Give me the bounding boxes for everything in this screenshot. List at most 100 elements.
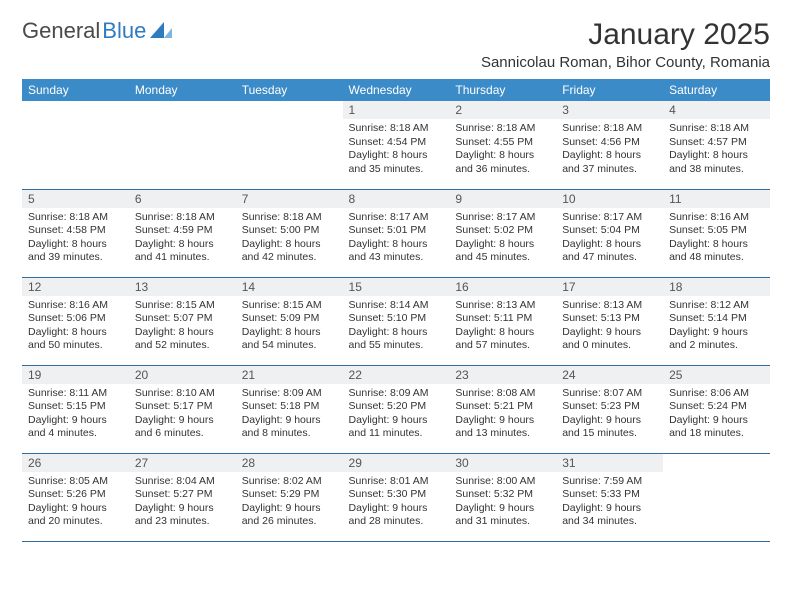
day-details: Sunrise: 8:18 AMSunset: 5:00 PMDaylight:… — [236, 208, 343, 270]
day-details: Sunrise: 8:16 AMSunset: 5:05 PMDaylight:… — [663, 208, 770, 270]
day-details: Sunrise: 8:17 AMSunset: 5:04 PMDaylight:… — [556, 208, 663, 270]
sunset-text: Sunset: 4:56 PM — [562, 136, 657, 150]
sunset-text: Sunset: 5:04 PM — [562, 224, 657, 238]
sunrise-text: Sunrise: 8:18 AM — [455, 122, 550, 136]
daylight-text: Daylight: 8 hours and 37 minutes. — [562, 149, 657, 176]
sunset-text: Sunset: 5:01 PM — [349, 224, 444, 238]
day-number: 31 — [556, 454, 663, 472]
month-title: January 2025 — [481, 18, 770, 52]
day-number: 28 — [236, 454, 343, 472]
calendar-day-cell: 22Sunrise: 8:09 AMSunset: 5:20 PMDayligh… — [343, 365, 450, 453]
daylight-text: Daylight: 9 hours and 28 minutes. — [349, 502, 444, 529]
sunrise-text: Sunrise: 8:00 AM — [455, 475, 550, 489]
sunrise-text: Sunrise: 8:09 AM — [349, 387, 444, 401]
sunset-text: Sunset: 5:17 PM — [135, 400, 230, 414]
calendar-week-row: 26Sunrise: 8:05 AMSunset: 5:26 PMDayligh… — [22, 453, 770, 541]
day-number: 14 — [236, 278, 343, 296]
sunrise-text: Sunrise: 8:06 AM — [669, 387, 764, 401]
sunset-text: Sunset: 5:33 PM — [562, 488, 657, 502]
day-number: 2 — [449, 101, 556, 119]
daylight-text: Daylight: 9 hours and 20 minutes. — [28, 502, 123, 529]
day-details: Sunrise: 8:18 AMSunset: 4:58 PMDaylight:… — [22, 208, 129, 270]
calendar-day-cell: 2Sunrise: 8:18 AMSunset: 4:55 PMDaylight… — [449, 101, 556, 189]
sunrise-text: Sunrise: 8:17 AM — [455, 211, 550, 225]
day-number: 24 — [556, 366, 663, 384]
sunset-text: Sunset: 5:18 PM — [242, 400, 337, 414]
calendar-day-cell: 23Sunrise: 8:08 AMSunset: 5:21 PMDayligh… — [449, 365, 556, 453]
day-details: Sunrise: 8:16 AMSunset: 5:06 PMDaylight:… — [22, 296, 129, 358]
calendar-week-row: 1Sunrise: 8:18 AMSunset: 4:54 PMDaylight… — [22, 101, 770, 189]
sunset-text: Sunset: 5:20 PM — [349, 400, 444, 414]
daylight-text: Daylight: 9 hours and 4 minutes. — [28, 414, 123, 441]
calendar-day-cell: 14Sunrise: 8:15 AMSunset: 5:09 PMDayligh… — [236, 277, 343, 365]
day-details: Sunrise: 8:05 AMSunset: 5:26 PMDaylight:… — [22, 472, 129, 534]
day-details: Sunrise: 8:10 AMSunset: 5:17 PMDaylight:… — [129, 384, 236, 446]
sunset-text: Sunset: 5:27 PM — [135, 488, 230, 502]
calendar-day-cell: 15Sunrise: 8:14 AMSunset: 5:10 PMDayligh… — [343, 277, 450, 365]
daylight-text: Daylight: 8 hours and 50 minutes. — [28, 326, 123, 353]
calendar-week-row: 12Sunrise: 8:16 AMSunset: 5:06 PMDayligh… — [22, 277, 770, 365]
daylight-text: Daylight: 9 hours and 26 minutes. — [242, 502, 337, 529]
day-details: Sunrise: 8:04 AMSunset: 5:27 PMDaylight:… — [129, 472, 236, 534]
calendar-day-cell: 18Sunrise: 8:12 AMSunset: 5:14 PMDayligh… — [663, 277, 770, 365]
sunrise-text: Sunrise: 8:10 AM — [135, 387, 230, 401]
day-number: 1 — [343, 101, 450, 119]
day-number: 25 — [663, 366, 770, 384]
calendar-day-cell: 29Sunrise: 8:01 AMSunset: 5:30 PMDayligh… — [343, 453, 450, 541]
daylight-text: Daylight: 8 hours and 43 minutes. — [349, 238, 444, 265]
daylight-text: Daylight: 8 hours and 47 minutes. — [562, 238, 657, 265]
calendar-day-cell: 9Sunrise: 8:17 AMSunset: 5:02 PMDaylight… — [449, 189, 556, 277]
daylight-text: Daylight: 8 hours and 48 minutes. — [669, 238, 764, 265]
sunrise-text: Sunrise: 8:18 AM — [349, 122, 444, 136]
day-number: 22 — [343, 366, 450, 384]
brand-part1: General — [22, 18, 100, 44]
day-number: 4 — [663, 101, 770, 119]
day-number: 8 — [343, 190, 450, 208]
sunset-text: Sunset: 4:55 PM — [455, 136, 550, 150]
daylight-text: Daylight: 8 hours and 38 minutes. — [669, 149, 764, 176]
day-number: 19 — [22, 366, 129, 384]
day-details: Sunrise: 8:17 AMSunset: 5:02 PMDaylight:… — [449, 208, 556, 270]
calendar-day-cell: 13Sunrise: 8:15 AMSunset: 5:07 PMDayligh… — [129, 277, 236, 365]
day-number: 9 — [449, 190, 556, 208]
sunrise-text: Sunrise: 8:09 AM — [242, 387, 337, 401]
day-details: Sunrise: 8:17 AMSunset: 5:01 PMDaylight:… — [343, 208, 450, 270]
day-number: 21 — [236, 366, 343, 384]
sunset-text: Sunset: 5:02 PM — [455, 224, 550, 238]
sunset-text: Sunset: 5:06 PM — [28, 312, 123, 326]
calendar-day-cell — [236, 101, 343, 189]
day-details: Sunrise: 8:02 AMSunset: 5:29 PMDaylight:… — [236, 472, 343, 534]
sunrise-text: Sunrise: 8:02 AM — [242, 475, 337, 489]
sunrise-text: Sunrise: 8:12 AM — [669, 299, 764, 313]
calendar-table: SundayMondayTuesdayWednesdayThursdayFrid… — [22, 79, 770, 542]
calendar-day-cell: 31Sunrise: 7:59 AMSunset: 5:33 PMDayligh… — [556, 453, 663, 541]
calendar-day-cell: 16Sunrise: 8:13 AMSunset: 5:11 PMDayligh… — [449, 277, 556, 365]
calendar-day-cell — [663, 453, 770, 541]
calendar-week-row: 19Sunrise: 8:11 AMSunset: 5:15 PMDayligh… — [22, 365, 770, 453]
sunset-text: Sunset: 4:57 PM — [669, 136, 764, 150]
brand-logo: GeneralBlue — [22, 18, 172, 44]
day-number: 16 — [449, 278, 556, 296]
calendar-day-cell: 27Sunrise: 8:04 AMSunset: 5:27 PMDayligh… — [129, 453, 236, 541]
sunrise-text: Sunrise: 8:11 AM — [28, 387, 123, 401]
day-details: Sunrise: 8:11 AMSunset: 5:15 PMDaylight:… — [22, 384, 129, 446]
calendar-day-cell: 28Sunrise: 8:02 AMSunset: 5:29 PMDayligh… — [236, 453, 343, 541]
calendar-day-cell: 26Sunrise: 8:05 AMSunset: 5:26 PMDayligh… — [22, 453, 129, 541]
day-number: 30 — [449, 454, 556, 472]
day-number: 23 — [449, 366, 556, 384]
day-details: Sunrise: 8:18 AMSunset: 4:59 PMDaylight:… — [129, 208, 236, 270]
header: GeneralBlue January 2025 Sannicolau Roma… — [22, 18, 770, 77]
sunrise-text: Sunrise: 7:59 AM — [562, 475, 657, 489]
day-number: 7 — [236, 190, 343, 208]
day-number: 15 — [343, 278, 450, 296]
sunset-text: Sunset: 5:15 PM — [28, 400, 123, 414]
sunrise-text: Sunrise: 8:04 AM — [135, 475, 230, 489]
daylight-text: Daylight: 8 hours and 39 minutes. — [28, 238, 123, 265]
daylight-text: Daylight: 9 hours and 31 minutes. — [455, 502, 550, 529]
calendar-day-cell: 7Sunrise: 8:18 AMSunset: 5:00 PMDaylight… — [236, 189, 343, 277]
calendar-header-row: SundayMondayTuesdayWednesdayThursdayFrid… — [22, 79, 770, 101]
sunrise-text: Sunrise: 8:18 AM — [562, 122, 657, 136]
calendar-day-cell: 20Sunrise: 8:10 AMSunset: 5:17 PMDayligh… — [129, 365, 236, 453]
day-details: Sunrise: 8:18 AMSunset: 4:56 PMDaylight:… — [556, 119, 663, 181]
sunrise-text: Sunrise: 8:15 AM — [135, 299, 230, 313]
